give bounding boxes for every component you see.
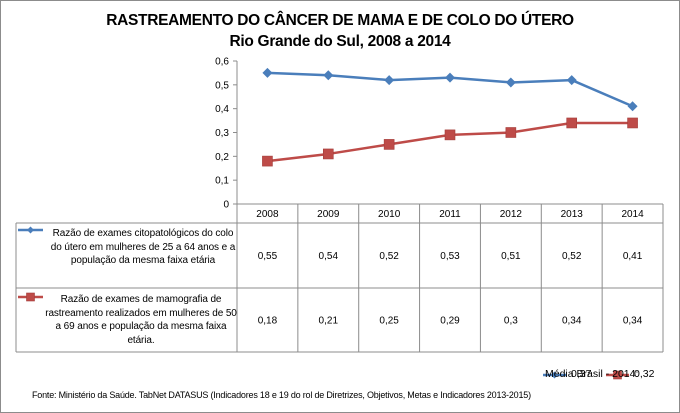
x-tick-label: 2010 <box>378 209 401 220</box>
data-point <box>444 129 456 141</box>
brasil-average-citopatologico: 0,37 <box>571 368 592 380</box>
data-point <box>627 101 638 112</box>
data-label: 0,25 <box>379 316 399 327</box>
data-point <box>445 72 455 83</box>
data-label: 0,3 <box>504 316 518 327</box>
y-tick-label: 0,5 <box>215 80 229 91</box>
axes: 0 0,1 0,2 0,3 0,4 0,5 0,6 <box>215 57 663 223</box>
chart-subtitle: Rio Grande do Sul, 2008 a 2014 <box>229 33 451 50</box>
brasil-average-mamografia: 0,32 <box>634 368 655 380</box>
data-label: 0,54 <box>319 251 339 262</box>
data-point <box>383 139 395 150</box>
data-point <box>505 77 516 88</box>
data-point <box>322 148 334 160</box>
data-label: 0,34 <box>562 316 582 327</box>
data-point <box>505 127 517 138</box>
data-label: 0,21 <box>319 316 339 327</box>
data-table: 2008 2009 2010 2011 2012 2013 2014 0,55 0,54 0,52… <box>15 204 664 353</box>
x-tick-label: 2009 <box>317 209 340 220</box>
brasil-key-mamografia-marker <box>613 370 622 380</box>
data-label: 0,34 <box>623 316 643 327</box>
data-point <box>384 75 395 86</box>
legend-marks <box>18 226 629 380</box>
data-point <box>627 117 638 129</box>
series-name-citopatologico: Razão de exames citopatológicos do colo … <box>50 228 236 266</box>
data-label: 0,52 <box>562 251 582 262</box>
legend-key-citopatologico-marker <box>27 226 34 234</box>
brasil-key-citopatologico-marker <box>551 371 558 379</box>
chart-title: RASTREAMENTO DO CÂNCER DE MAMA E DE COLO… <box>106 12 574 29</box>
x-tick-label: 2012 <box>500 209 523 220</box>
data-label: 0,52 <box>379 251 399 262</box>
x-tick-label: 2008 <box>256 209 279 220</box>
data-label: 0,29 <box>440 316 460 327</box>
data-label: 0,53 <box>440 251 460 262</box>
legend-key-mamografia-marker <box>26 292 35 302</box>
data-point <box>566 75 577 86</box>
y-tick-label: 0,6 <box>215 57 229 68</box>
series-name-mamografia: Razão de exames de mamografia de rastrea… <box>45 294 237 346</box>
y-tick-label: 0,2 <box>215 152 229 163</box>
x-tick-label: 2013 <box>561 209 584 220</box>
data-point <box>323 70 334 81</box>
source-note: Fonte: Ministério da Saúde. TabNet DATAS… <box>32 390 531 400</box>
data-point <box>262 67 273 78</box>
y-tick-label: 0 <box>223 200 229 211</box>
data-label: 0,41 <box>623 251 643 262</box>
x-tick-label: 2011 <box>439 209 461 220</box>
data-label: 0,51 <box>501 251 521 262</box>
y-tick-label: 0,4 <box>215 104 229 115</box>
data-label: 0,18 <box>258 316 278 327</box>
y-tick-label: 0,1 <box>215 176 229 187</box>
x-tick-label: 2014 <box>621 209 644 220</box>
series-layer <box>262 67 638 167</box>
series-line-1 <box>267 121 633 163</box>
data-label: 0,55 <box>258 251 278 262</box>
data-point <box>262 155 273 167</box>
y-tick-label: 0,3 <box>215 128 229 139</box>
brasil-average-label: Média Brasil - 2014: <box>545 368 639 380</box>
data-point <box>566 117 578 129</box>
